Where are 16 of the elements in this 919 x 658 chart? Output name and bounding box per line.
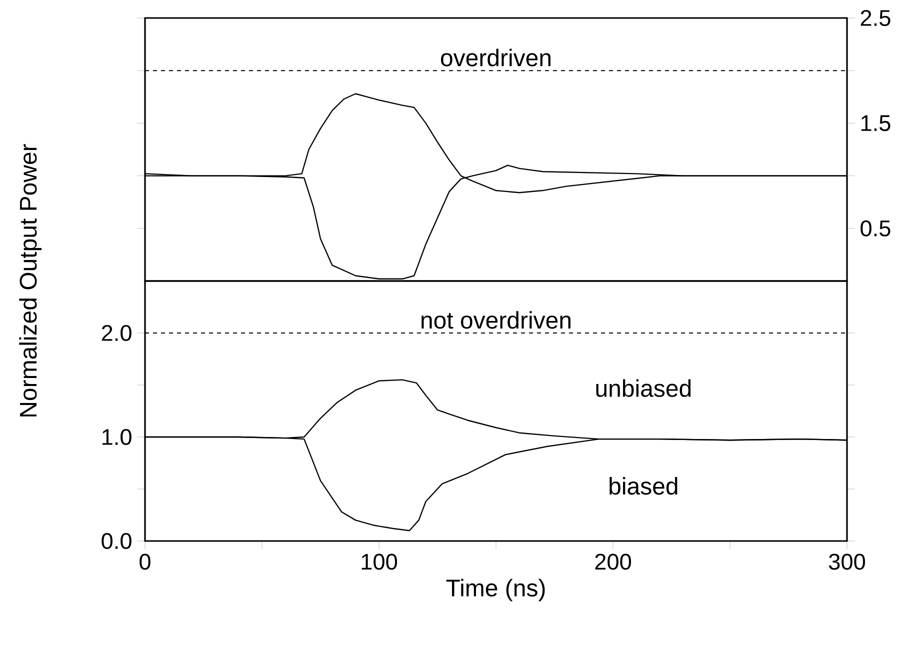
y-tick-label: 1.5	[861, 115, 890, 132]
x-axis-title: Time (ns)	[446, 578, 545, 602]
series-label: unbiased	[596, 379, 691, 397]
x-tick-label: 100	[362, 554, 398, 570]
y-tick-label: 1.0	[102, 428, 132, 446]
y-axis-title: Normalized Output Power	[19, 144, 42, 416]
x-tick-label: 200	[595, 554, 632, 570]
ref-line-label: not overdriven	[422, 311, 570, 329]
y-tick-label: 2.5	[860, 10, 890, 26]
y-tick-label: 0.5	[860, 220, 890, 236]
ref-line-label: overdriven	[440, 48, 550, 66]
series-label: biased	[610, 477, 678, 495]
y-tick-label: 2.0	[102, 324, 132, 342]
x-tick-label: 0	[140, 554, 150, 570]
x-tick-label: 300	[828, 554, 866, 570]
y-tick-label: 0.0	[102, 532, 132, 550]
